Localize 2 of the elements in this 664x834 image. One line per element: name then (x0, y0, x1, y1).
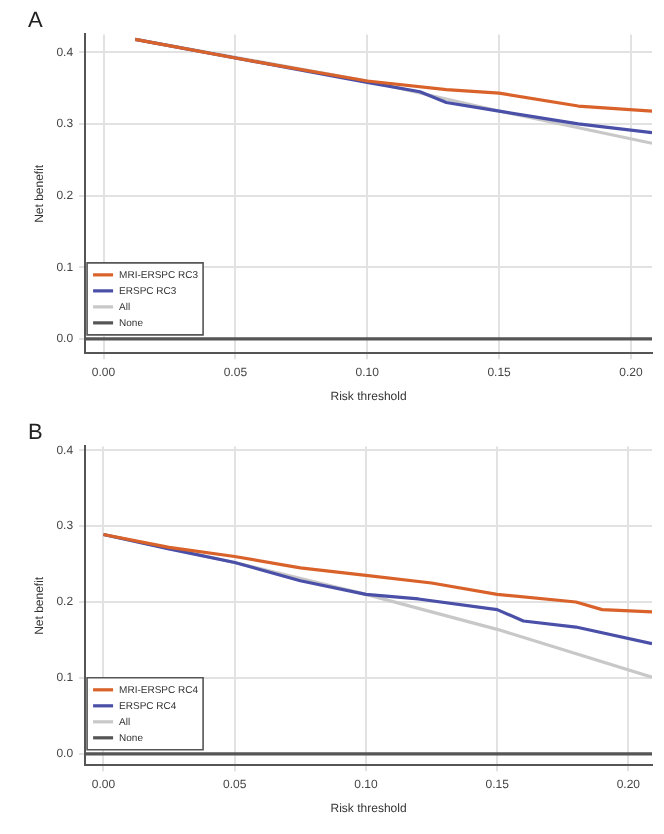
chart-title: B (28, 421, 43, 446)
chart-title: A (28, 9, 44, 34)
